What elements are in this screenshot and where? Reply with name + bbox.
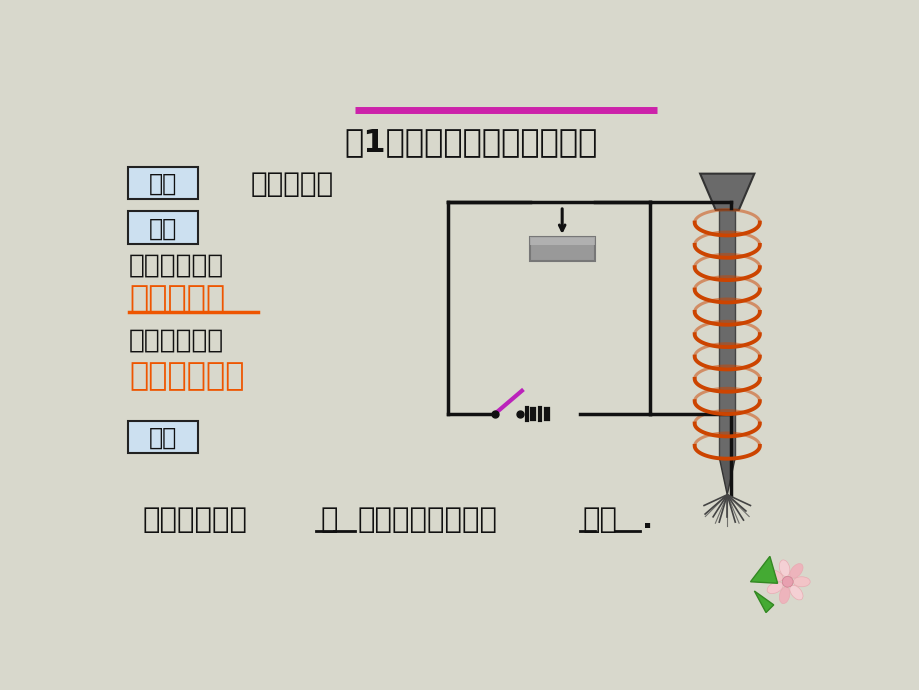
Polygon shape — [699, 174, 754, 210]
Text: 消失: 消失 — [582, 506, 617, 534]
FancyBboxPatch shape — [128, 421, 198, 453]
Ellipse shape — [789, 564, 802, 578]
Polygon shape — [750, 556, 777, 583]
Text: 闭合和断开: 闭合和断开 — [250, 170, 334, 197]
Ellipse shape — [778, 587, 789, 604]
Text: 通电时电磁铁: 通电时电磁铁 — [129, 253, 224, 279]
FancyBboxPatch shape — [128, 211, 198, 244]
Bar — [529, 237, 595, 262]
Text: 吸引大头针: 吸引大头针 — [129, 284, 225, 315]
Text: 电磁铁通电时: 电磁铁通电时 — [142, 506, 247, 534]
Text: 磁性，断电时磁性: 磁性，断电时磁性 — [357, 506, 497, 534]
Bar — [529, 237, 595, 246]
Text: 现象: 现象 — [149, 217, 177, 240]
Text: 断电时电磁铁: 断电时电磁铁 — [129, 328, 224, 354]
Ellipse shape — [766, 582, 782, 593]
Text: 结论: 结论 — [149, 426, 177, 450]
Text: 有: 有 — [320, 506, 337, 534]
Ellipse shape — [789, 585, 802, 600]
Text: .: . — [641, 506, 652, 534]
Polygon shape — [719, 459, 734, 495]
Ellipse shape — [778, 560, 789, 577]
Text: 实验: 实验 — [149, 172, 177, 196]
Polygon shape — [754, 591, 773, 613]
Circle shape — [781, 576, 792, 587]
Ellipse shape — [792, 577, 810, 586]
Bar — [719, 210, 734, 459]
Ellipse shape — [766, 570, 782, 582]
Text: （1）研究电磁铁的磁性有无: （1）研究电磁铁的磁性有无 — [345, 128, 597, 159]
FancyBboxPatch shape — [128, 167, 198, 199]
Text: 不吸引大头针: 不吸引大头针 — [129, 362, 244, 393]
